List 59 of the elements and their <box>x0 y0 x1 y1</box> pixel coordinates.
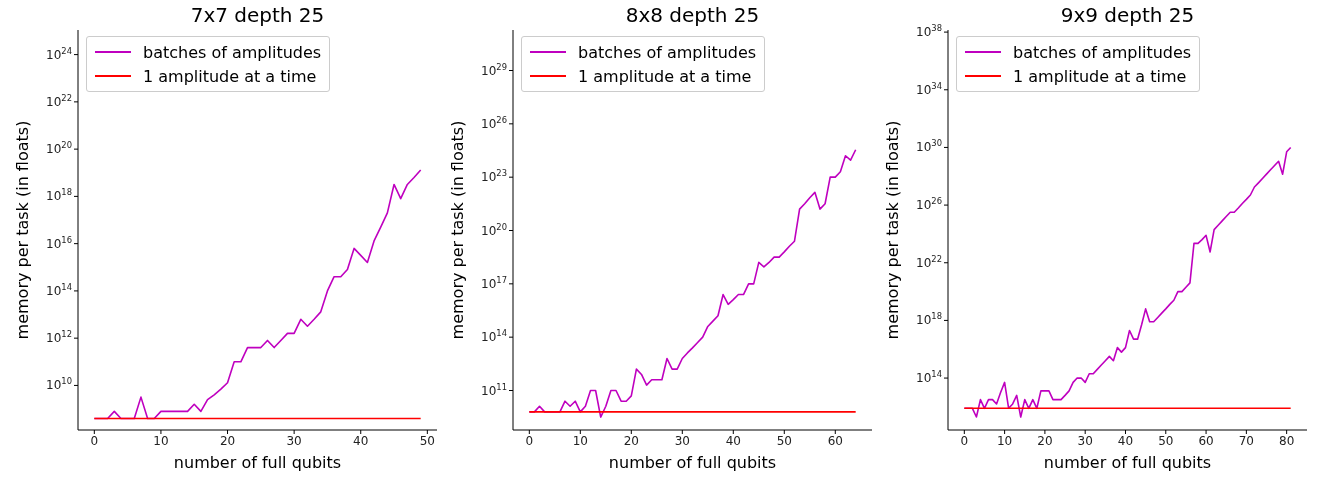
x-tick-label: 10 <box>153 433 169 448</box>
x-tick-label: 80 <box>1279 433 1295 448</box>
x-tick-label: 20 <box>623 433 639 448</box>
x-tick-label: 30 <box>674 433 690 448</box>
chart-title: 7x7 depth 25 <box>189 2 326 28</box>
x-axis-title: number of full qubits <box>608 453 777 472</box>
x-tick-label: 20 <box>1037 433 1053 448</box>
y-tick-label: 10$^{26}$ <box>481 114 507 131</box>
y-axis-title: memory per task (in floats) <box>882 120 902 340</box>
x-tick-label: 0 <box>525 433 534 448</box>
y-tick-label: 10$^{17}$ <box>481 274 507 291</box>
y-tick-label: 10$^{34}$ <box>916 80 942 97</box>
y-tick-label: 10$^{18}$ <box>46 187 72 204</box>
y-tick-label: 10$^{22}$ <box>46 92 72 109</box>
y-axis-title: memory per task (in floats) <box>12 120 32 340</box>
legend-label: batches of amplitudes <box>578 42 757 62</box>
y-tick-label: 10$^{12}$ <box>46 329 72 346</box>
y-tick-label: 10$^{26}$ <box>916 196 942 213</box>
x-tick-label: 40 <box>353 433 369 448</box>
legend-label: 1 amplitude at a time <box>578 66 752 86</box>
y-axis-title: memory per task (in floats) <box>447 120 467 340</box>
x-tick-label: 20 <box>219 433 236 448</box>
x-axis-title: number of full qubits <box>1043 453 1212 472</box>
x-tick-label: 10 <box>572 433 588 448</box>
y-tick-label: 10$^{29}$ <box>481 61 507 78</box>
y-tick-label: 10$^{14}$ <box>481 328 507 345</box>
y-tick-label: 10$^{24}$ <box>46 45 72 62</box>
x-tick-label: 0 <box>90 433 99 448</box>
y-tick-label: 10$^{38}$ <box>916 23 942 40</box>
y-tick-label: 10$^{16}$ <box>46 234 72 251</box>
x-tick-label: 70 <box>1238 433 1254 448</box>
x-tick-label: 10 <box>996 433 1013 448</box>
y-tick-label: 10$^{30}$ <box>916 138 942 155</box>
x-tick-label: 30 <box>1077 433 1093 448</box>
y-tick-label: 10$^{14}$ <box>916 369 942 386</box>
y-tick-label: 10$^{18}$ <box>916 311 942 328</box>
legend-label: 1 amplitude at a time <box>143 66 317 86</box>
x-tick-label: 50 <box>1158 433 1174 448</box>
x-tick-label: 60 <box>1198 433 1214 448</box>
y-tick-label: 10$^{20}$ <box>481 221 507 238</box>
chart-title: 8x8 depth 25 <box>624 2 761 28</box>
y-tick-label: 10$^{22}$ <box>916 253 942 270</box>
x-tick-label: 50 <box>776 433 792 448</box>
chart-title: 9x9 depth 25 <box>1059 2 1196 28</box>
y-tick-label: 10$^{20}$ <box>46 140 72 157</box>
y-tick-label: 10$^{23}$ <box>481 168 507 185</box>
x-tick-label: 40 <box>1117 433 1134 448</box>
y-tick-label: 10$^{14}$ <box>46 281 72 298</box>
x-tick-label: 40 <box>725 433 741 448</box>
legend-label: 1 amplitude at a time <box>1013 66 1187 86</box>
x-tick-label: 30 <box>286 433 302 448</box>
legend-label: batches of amplitudes <box>1013 42 1192 62</box>
x-tick-label: 60 <box>827 433 843 448</box>
legend-label: batches of amplitudes <box>143 42 322 62</box>
x-axis-title: number of full qubits <box>173 453 342 472</box>
x-tick-label: 0 <box>960 433 969 448</box>
y-tick-label: 10$^{11}$ <box>481 381 507 398</box>
x-tick-label: 50 <box>419 433 435 448</box>
y-tick-label: 10$^{10}$ <box>46 376 72 393</box>
